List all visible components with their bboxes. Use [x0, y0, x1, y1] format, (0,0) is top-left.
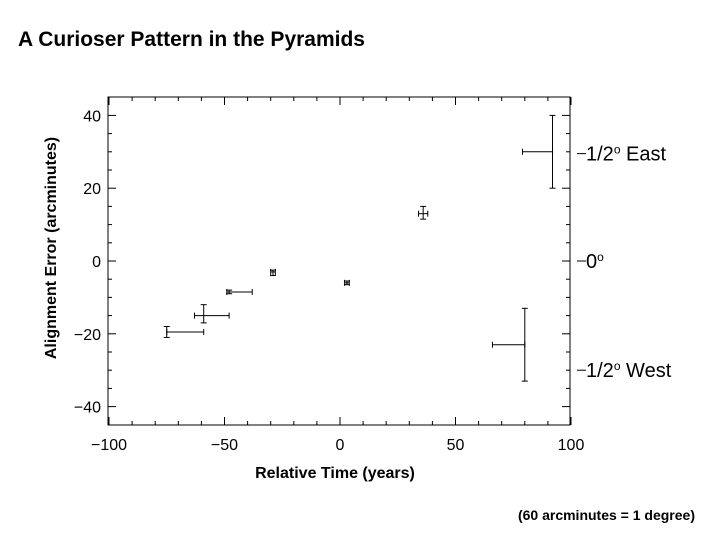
x-tick-label: 0: [336, 437, 345, 454]
y-tick-label: 40: [83, 108, 101, 125]
y-tick-label: −40: [74, 400, 101, 417]
right-axis-label: 1/2o East: [586, 143, 667, 166]
x-tick-label: 100: [558, 437, 585, 454]
right-axis-label: 0o: [586, 250, 604, 273]
y-axis-title: Alignment Error (arcminutes): [43, 137, 60, 359]
data-point: [521, 114, 556, 189]
data-point: [270, 268, 277, 277]
y-tick-label: −20: [74, 327, 101, 344]
data-point: [226, 288, 253, 295]
x-tick-label: −100: [91, 437, 127, 454]
y-axis-ticks: −40 −20 0 20 40: [74, 108, 570, 417]
x-axis-title: Relative Time (years): [255, 465, 415, 482]
data-point: [163, 326, 205, 338]
data-points: [163, 114, 556, 382]
right-axis-ticks: 1/2o East 0o 1/2o West: [577, 143, 672, 382]
data-point: [418, 205, 429, 220]
x-tick-label: 50: [447, 437, 465, 454]
footnote: (60 arcminutes = 1 degree): [517, 507, 695, 523]
x-tick-label: −50: [211, 437, 238, 454]
slide-title: A Curioser Pattern in the Pyramids: [18, 28, 365, 51]
data-point: [193, 304, 230, 324]
right-axis-label: 1/2o West: [586, 359, 672, 382]
plot-frame: [107, 96, 571, 426]
y-tick-label: 20: [83, 181, 101, 198]
y-tick-label: 0: [92, 254, 101, 271]
x-axis-ticks: −100 −50 0 50 100: [91, 97, 584, 454]
data-point: [491, 307, 528, 382]
data-point: [343, 279, 350, 286]
